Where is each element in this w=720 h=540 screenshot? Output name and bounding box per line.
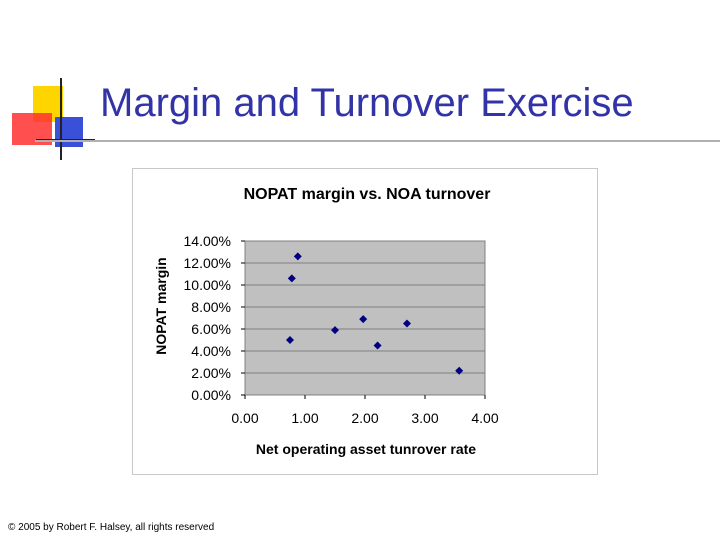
- data-point: [286, 336, 294, 344]
- y-tick-label: 12.00%: [184, 255, 231, 271]
- x-tick-label: 3.00: [411, 410, 438, 426]
- data-point: [403, 319, 411, 328]
- gridlines: [245, 240, 485, 396]
- y-tick-label: 6.00%: [191, 321, 231, 337]
- y-tick-label: 2.00%: [191, 365, 231, 381]
- x-tick-label: 1.00: [291, 410, 318, 426]
- title-divider: [35, 140, 720, 142]
- y-tick-label: 4.00%: [191, 343, 231, 359]
- y-axis-label: NOPAT margin: [153, 257, 169, 355]
- data-point: [455, 366, 464, 375]
- chart-title: NOPAT margin vs. NOA turnover: [244, 186, 491, 203]
- data-point: [293, 252, 302, 261]
- y-axis-ticks: 0.00% 2.00% 4.00% 6.00% 8.00% 10.00% 12.00% 14.…: [184, 233, 245, 403]
- logo-blue-square: [55, 117, 83, 147]
- scatter-chart: NOPAT margin vs. NOA turnover 0.00% 2.00%…: [153, 186, 499, 457]
- x-tick-label: 0.00: [231, 410, 258, 426]
- x-tick-label: 4.00: [471, 410, 498, 426]
- x-axis-ticks: 0.00 1.00 2.00 3.00 4.00: [231, 395, 499, 426]
- x-axis-label: Net operating asset tunrover rate: [256, 441, 476, 457]
- y-tick-label: 0.00%: [191, 387, 231, 403]
- y-tick-label: 14.00%: [184, 233, 231, 249]
- data-point: [287, 274, 296, 283]
- data-point: [373, 341, 382, 350]
- copyright-footer: © 2005 by Robert F. Halsey, all rights r…: [8, 522, 215, 533]
- data-points: [286, 252, 464, 375]
- y-tick-label: 8.00%: [191, 299, 231, 315]
- chart-frame: NOPAT margin vs. NOA turnover 0.00% 2.00%…: [132, 168, 598, 475]
- data-point: [331, 326, 339, 335]
- x-tick-label: 2.00: [351, 410, 378, 426]
- y-tick-label: 10.00%: [184, 277, 231, 293]
- slide-title: Margin and Turnover Exercise: [100, 81, 634, 125]
- data-point: [359, 315, 368, 324]
